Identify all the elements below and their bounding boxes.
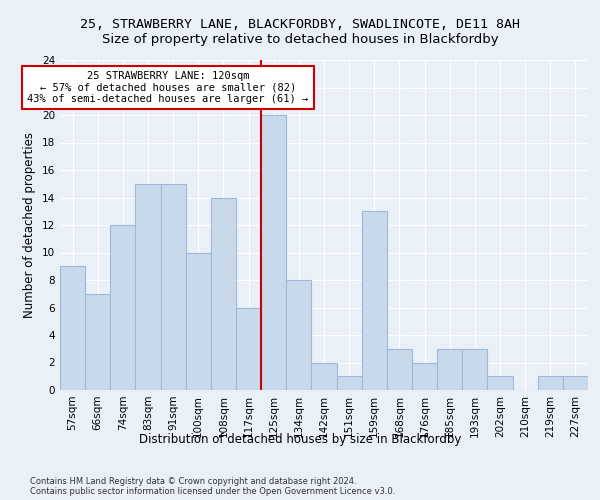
Bar (538, 376, 563, 390)
Bar (362, 211, 387, 390)
Text: Distribution of detached houses by size in Blackfordby: Distribution of detached houses by size … (139, 432, 461, 446)
Bar (311, 362, 337, 390)
Bar (261, 115, 286, 390)
Bar (286, 280, 311, 390)
Bar (85, 294, 110, 390)
Text: 25, STRAWBERRY LANE, BLACKFORDBY, SWADLINCOTE, DE11 8AH: 25, STRAWBERRY LANE, BLACKFORDBY, SWADLI… (80, 18, 520, 30)
Bar (563, 376, 588, 390)
Y-axis label: Number of detached properties: Number of detached properties (23, 132, 37, 318)
Bar (136, 184, 161, 390)
Text: Contains HM Land Registry data © Crown copyright and database right 2024.: Contains HM Land Registry data © Crown c… (30, 478, 356, 486)
Bar (60, 266, 85, 390)
Bar (437, 349, 462, 390)
Text: Contains public sector information licensed under the Open Government Licence v3: Contains public sector information licen… (30, 488, 395, 496)
Bar (412, 362, 437, 390)
Bar (462, 349, 487, 390)
Bar (161, 184, 186, 390)
Bar (211, 198, 236, 390)
Bar (110, 225, 136, 390)
Bar (487, 376, 512, 390)
Bar (186, 252, 211, 390)
Bar (387, 349, 412, 390)
Text: Size of property relative to detached houses in Blackfordby: Size of property relative to detached ho… (101, 32, 499, 46)
Text: 25 STRAWBERRY LANE: 120sqm
← 57% of detached houses are smaller (82)
43% of semi: 25 STRAWBERRY LANE: 120sqm ← 57% of deta… (28, 71, 309, 104)
Bar (337, 376, 362, 390)
Bar (236, 308, 261, 390)
